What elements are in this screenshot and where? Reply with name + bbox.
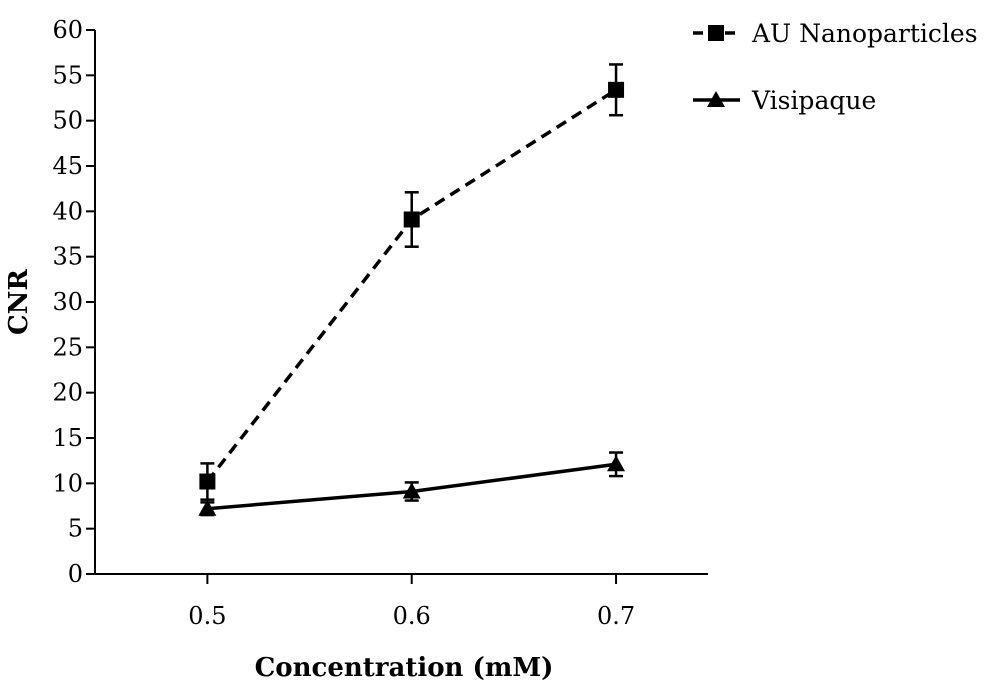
legend-item: AU Nanoparticles xyxy=(693,19,978,48)
x-tick-label: 0.7 xyxy=(597,602,635,630)
data-point xyxy=(198,499,217,516)
x-tick-label: 0.5 xyxy=(188,602,226,630)
y-tick-label: 30 xyxy=(52,288,83,316)
y-tick-label: 35 xyxy=(52,243,83,271)
data-point xyxy=(402,482,421,499)
legend-square-marker xyxy=(708,25,724,41)
y-tick-label: 55 xyxy=(52,61,83,89)
legend-label: AU Nanoparticles xyxy=(751,19,978,48)
legend-item: Visipaque xyxy=(693,86,876,115)
y-axis-title: CNR xyxy=(4,269,34,335)
y-tick-label: 25 xyxy=(52,333,83,361)
legend: AU Nanoparticles Visipaque xyxy=(693,19,978,115)
y-tick-label: 5 xyxy=(68,515,83,543)
data-point xyxy=(199,473,216,490)
x-tick-label: 0.6 xyxy=(393,602,431,630)
plot-area xyxy=(198,63,626,517)
y-tick-label: 20 xyxy=(52,379,83,407)
data-point xyxy=(607,455,626,472)
series-visipaque xyxy=(198,451,626,517)
y-tick-label: 50 xyxy=(52,107,83,135)
y-tick-label: 15 xyxy=(52,424,83,452)
y-tick-label: 10 xyxy=(52,469,83,497)
x-axis-title: Concentration (mM) xyxy=(255,653,554,683)
y-tick-label: 45 xyxy=(52,152,83,180)
axes: 0 5 10 15 20 25 30 35 40 45 50 55 60 0.5 0.6 0.7 xyxy=(52,16,708,630)
y-tick-label: 0 xyxy=(68,560,83,588)
data-point xyxy=(608,81,625,98)
data-point xyxy=(403,211,420,228)
series-au-nanoparticles xyxy=(199,63,625,501)
y-tick-label: 40 xyxy=(52,197,83,225)
y-tick-label: 60 xyxy=(52,16,83,44)
legend-label: Visipaque xyxy=(751,86,876,115)
legend-triangle-marker xyxy=(707,91,725,107)
series-line xyxy=(206,88,617,483)
